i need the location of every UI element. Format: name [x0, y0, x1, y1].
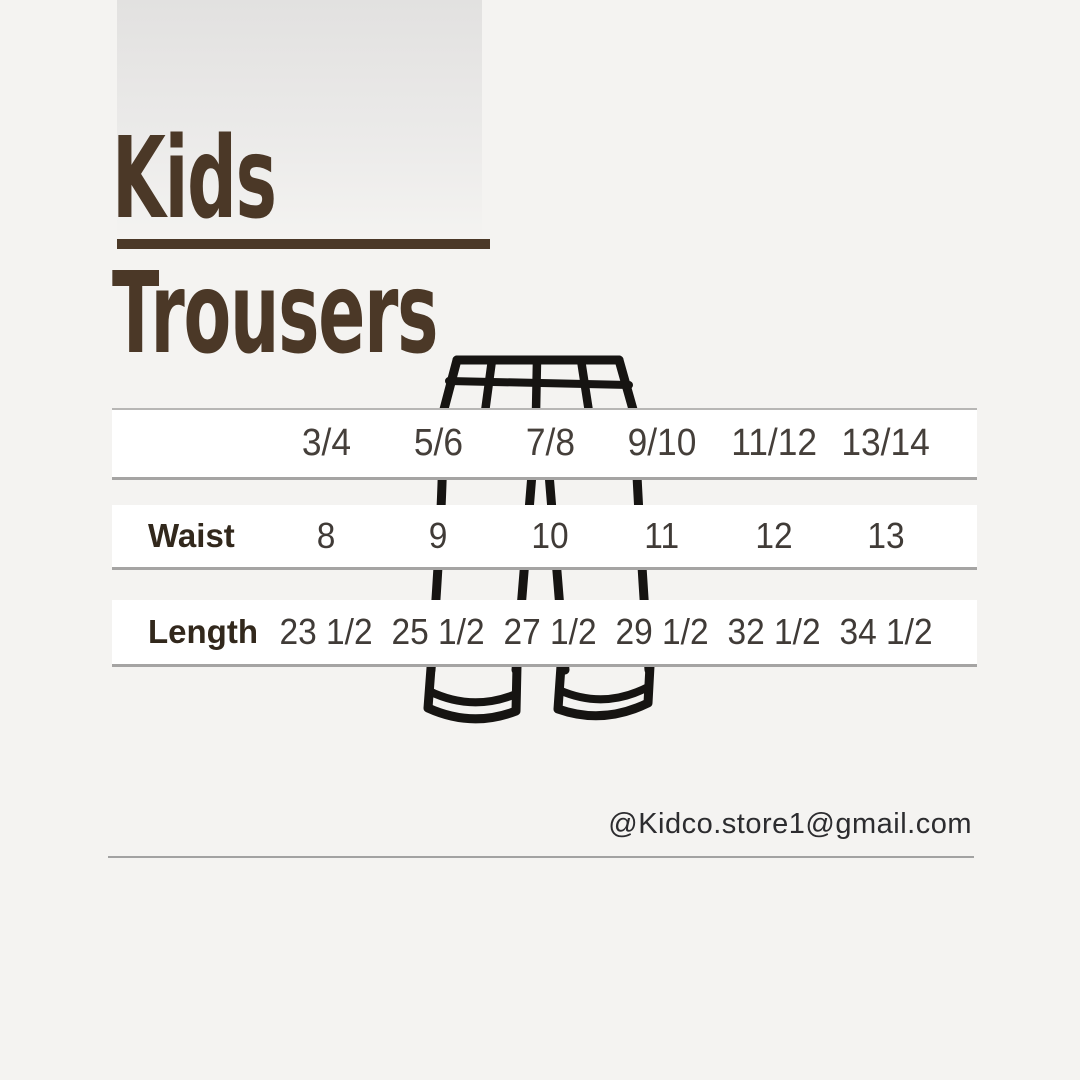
- size-col-header: 3/4: [270, 422, 382, 465]
- size-col-header-text: 7/8: [525, 422, 575, 464]
- waist-value: 12: [718, 515, 830, 557]
- contact-email: @Kidco.store1@gmail.com: [608, 808, 972, 840]
- size-col-header: 11/12: [718, 422, 830, 465]
- size-col-header-text: 11/12: [731, 422, 817, 464]
- length-value-text: 27 1/2: [503, 611, 597, 652]
- length-value: 32 1/2: [718, 611, 830, 653]
- size-col-header: 13/14: [830, 422, 942, 465]
- page-title-line2: Trousers: [112, 249, 438, 379]
- length-value-text: 23 1/2: [279, 611, 373, 652]
- footer-divider-line: [108, 856, 974, 858]
- waist-value-text: 11: [644, 515, 680, 556]
- waist-value: 13: [830, 515, 942, 557]
- waist-value-text: 9: [428, 515, 448, 556]
- page-title-line1: Kids: [112, 114, 277, 244]
- length-value-text: 32 1/2: [727, 611, 821, 652]
- table-row-waist: Waist 8 9 10 11 12 13: [112, 505, 977, 570]
- size-col-header: 9/10: [606, 422, 718, 465]
- size-col-header: 5/6: [382, 422, 494, 465]
- waist-value-text: 13: [867, 515, 905, 556]
- size-col-header-text: 13/14: [841, 422, 931, 464]
- size-col-header-text: 5/6: [413, 422, 463, 464]
- table-row-length: Length 23 1/2 25 1/2 27 1/2 29 1/2 32 1/…: [112, 600, 977, 667]
- length-value-text: 25 1/2: [391, 611, 485, 652]
- length-value: 34 1/2: [830, 611, 942, 653]
- length-value: 25 1/2: [382, 611, 494, 653]
- length-value-text: 34 1/2: [839, 611, 933, 652]
- waist-value-text: 10: [531, 515, 569, 556]
- waist-value: 9: [382, 515, 494, 557]
- title-underline: [117, 239, 490, 249]
- length-value: 29 1/2: [606, 611, 718, 653]
- length-value: 23 1/2: [270, 611, 382, 653]
- size-col-header: 7/8: [494, 422, 606, 465]
- header-gradient-banner: [117, 0, 482, 240]
- size-col-header-text: 9/10: [627, 422, 697, 464]
- length-value-text: 29 1/2: [615, 611, 709, 652]
- length-row-label: Length: [148, 613, 258, 650]
- waist-value: 8: [270, 515, 382, 557]
- waist-value: 11: [606, 515, 718, 557]
- waist-value-text: 12: [755, 515, 793, 556]
- size-col-header-text: 3/4: [301, 422, 351, 464]
- waist-row-label: Waist: [148, 517, 235, 554]
- waist-value: 10: [494, 515, 606, 557]
- waist-value-text: 8: [316, 515, 336, 556]
- table-row-sizes: 3/4 5/6 7/8 9/10 11/12 13/14: [112, 408, 977, 480]
- length-value: 27 1/2: [494, 611, 606, 653]
